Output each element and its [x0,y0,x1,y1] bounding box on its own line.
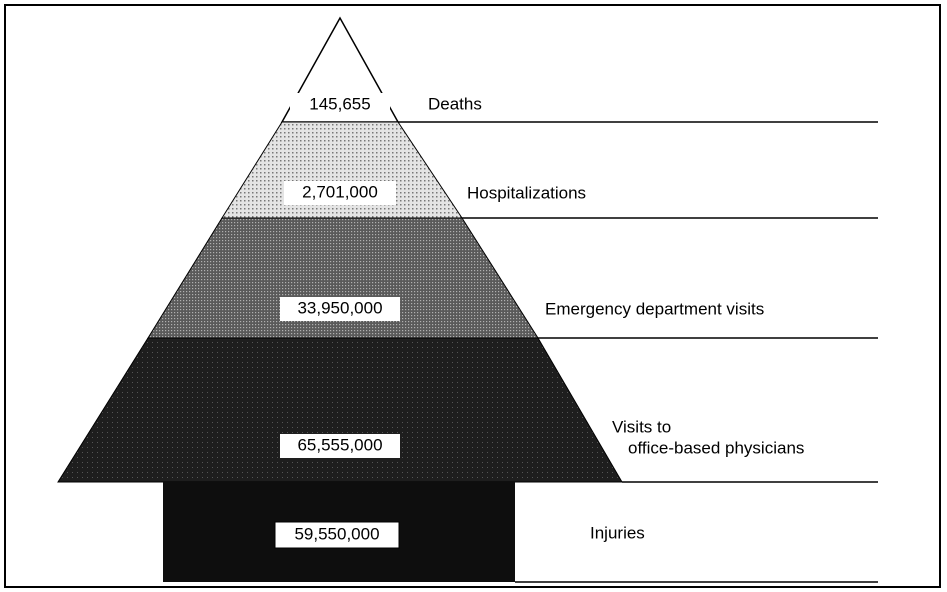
tier-label: office-based physicians [628,438,804,457]
tier-label: Deaths [428,94,482,113]
value-box [274,521,400,549]
tier-value: 65,555,000 [297,435,382,454]
tier-value: 145,655 [309,94,370,113]
value-box [280,434,400,458]
tier-value: 33,950,000 [297,298,382,317]
value-box [284,181,396,205]
tier-label: Visits to [612,417,671,436]
tier-value: 2,701,000 [302,182,378,201]
tier-physicians [57,337,623,483]
tier-value: 59,550,000 [294,524,379,543]
tier-label: Emergency department visits [545,299,764,318]
tier-label: Injuries [590,523,645,542]
value-box [280,297,400,321]
value-box [290,93,390,117]
tier-label: Hospitalizations [467,183,586,202]
